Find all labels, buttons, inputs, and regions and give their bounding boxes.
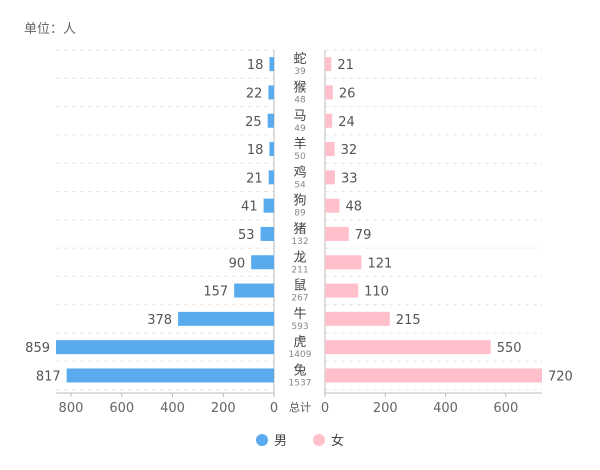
female-value-label: 215 — [396, 313, 421, 328]
male-bar — [269, 57, 274, 72]
category-label: 蛇 — [293, 52, 306, 67]
female-bar — [325, 113, 333, 128]
female-value-label: 550 — [497, 341, 522, 356]
left-tick-label: 0 — [270, 401, 278, 416]
male-value-label: 18 — [247, 58, 264, 73]
female-bar — [325, 283, 359, 298]
category-total: 50 — [294, 152, 306, 162]
male-value-label: 22 — [246, 86, 263, 101]
female-bar — [325, 368, 542, 383]
category-label: 马 — [293, 109, 306, 124]
female-value-label: 720 — [548, 369, 573, 384]
category-label: 猪 — [293, 222, 306, 237]
category-total: 1537 — [289, 378, 312, 388]
male-bar — [268, 85, 274, 100]
female-bar — [325, 85, 333, 100]
right-tick-label: 0 — [321, 401, 329, 416]
male-value-label: 21 — [246, 171, 263, 186]
female-bar — [325, 57, 332, 72]
female-bar — [325, 311, 390, 326]
category-label: 兔 — [293, 363, 306, 378]
category-total: 48 — [294, 95, 306, 105]
female-value-label: 32 — [341, 143, 358, 158]
category-label: 狗 — [293, 194, 306, 209]
male-bar — [269, 142, 274, 157]
male-bar — [263, 198, 274, 213]
male-value-label: 859 — [25, 341, 50, 356]
male-bar — [66, 368, 274, 383]
male-value-label: 41 — [241, 200, 258, 215]
female-value-label: 79 — [355, 228, 372, 243]
female-bar — [325, 255, 362, 270]
female-bar — [325, 226, 349, 241]
category-total: 39 — [294, 67, 306, 77]
male-bar — [251, 255, 274, 270]
male-bar — [234, 283, 274, 298]
female-value-label: 110 — [364, 285, 389, 300]
legend-swatch-female — [313, 433, 325, 446]
legend-swatch-male — [255, 433, 268, 446]
legend-label-male: 男 — [273, 434, 287, 449]
category-total: 49 — [294, 124, 306, 134]
male-value-label: 18 — [247, 143, 264, 158]
female-value-label: 121 — [367, 256, 392, 271]
category-total: 211 — [291, 265, 308, 275]
chart-legend: 男 女 — [0, 430, 600, 449]
category-label: 虎 — [293, 335, 306, 350]
category-label: 羊 — [293, 136, 306, 152]
male-bar — [260, 226, 274, 241]
unit-label: 单位：人 — [24, 22, 77, 37]
total-axis-label: 总计 — [289, 400, 311, 414]
legend-item-female[interactable]: 女 — [313, 430, 344, 449]
male-value-label: 378 — [147, 313, 172, 328]
female-value-label: 21 — [337, 58, 354, 73]
left-tick-label: 400 — [160, 401, 185, 416]
category-total: 132 — [291, 237, 308, 247]
male-value-label: 157 — [203, 285, 228, 300]
legend-item-male[interactable]: 男 — [255, 430, 287, 449]
male-bar — [178, 311, 274, 326]
male-bar — [267, 113, 274, 128]
category-total: 89 — [294, 209, 306, 219]
left-tick-label: 800 — [59, 401, 84, 416]
right-tick-label: 200 — [373, 401, 398, 416]
legend-label-female: 女 — [331, 434, 345, 449]
category-label: 鼠 — [293, 279, 306, 294]
category-label: 鸡 — [293, 164, 306, 180]
right-tick-label: 600 — [493, 401, 518, 416]
left-tick-label: 200 — [211, 401, 236, 416]
male-value-label: 53 — [238, 228, 255, 243]
female-bar — [325, 340, 491, 355]
category-total: 1409 — [289, 350, 312, 360]
male-value-label: 25 — [245, 115, 262, 130]
male-value-label: 817 — [36, 369, 61, 384]
category-total: 267 — [291, 294, 308, 304]
category-label: 牛 — [293, 307, 306, 322]
male-bar — [268, 170, 274, 185]
female-value-label: 24 — [338, 115, 355, 130]
female-bar — [325, 170, 335, 185]
female-value-label: 48 — [345, 200, 362, 215]
left-tick-label: 600 — [109, 401, 134, 416]
male-bar — [56, 340, 274, 355]
category-label: 龙 — [293, 250, 306, 265]
category-total: 593 — [291, 322, 308, 332]
right-tick-label: 400 — [433, 401, 458, 416]
female-value-label: 33 — [341, 171, 358, 186]
female-bar — [325, 142, 335, 157]
female-bar — [325, 198, 340, 213]
male-value-label: 90 — [229, 256, 246, 271]
category-total: 54 — [294, 180, 306, 190]
category-label: 猴 — [293, 80, 306, 95]
female-value-label: 26 — [339, 86, 356, 101]
